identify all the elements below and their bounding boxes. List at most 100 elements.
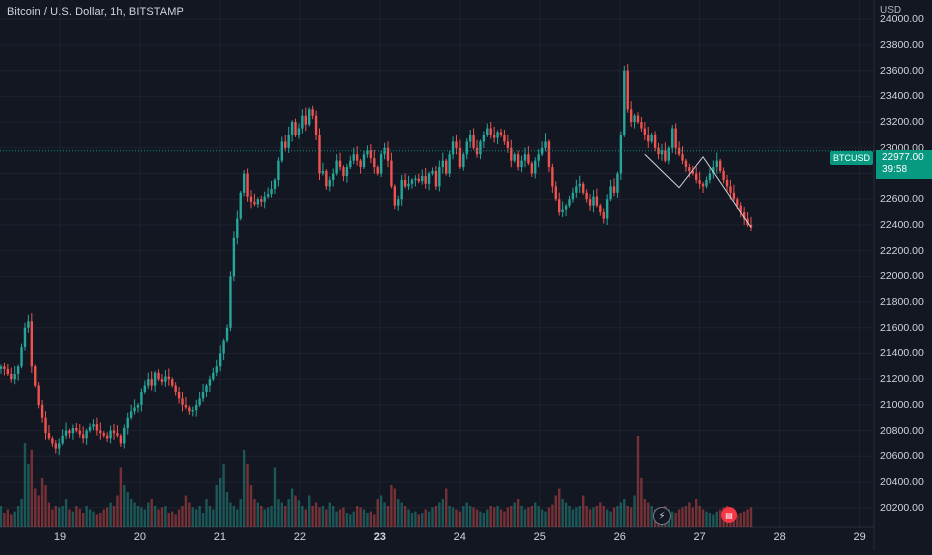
candle-body — [410, 179, 414, 184]
y-tick-label: 21200.00 — [880, 373, 924, 386]
volume-bar — [592, 507, 595, 527]
volume-bar — [486, 509, 489, 527]
candle-body — [725, 179, 729, 187]
candle-body — [379, 154, 383, 174]
candle-body — [311, 109, 314, 116]
candle-body — [671, 128, 674, 148]
candle-body — [232, 237, 236, 277]
volume-bar — [273, 467, 277, 527]
candle-body — [242, 173, 246, 193]
volume-bar — [246, 464, 249, 527]
candle-body — [445, 160, 448, 174]
candle-body — [218, 353, 222, 367]
candle-body — [695, 173, 698, 180]
volume-bar — [718, 509, 722, 527]
volume-bar — [270, 506, 273, 527]
volume-bar — [99, 513, 102, 527]
candle-body — [58, 443, 61, 449]
volume-bar — [294, 495, 297, 527]
volume-bar — [284, 506, 287, 527]
y-tick-label: 23600.00 — [880, 64, 924, 77]
candle-body — [328, 179, 331, 187]
candle-body — [547, 141, 551, 168]
candle-body — [369, 150, 373, 159]
candle-body — [167, 376, 171, 380]
candle-body — [400, 179, 403, 200]
candle-body — [386, 147, 390, 161]
candle-body — [431, 170, 434, 174]
candle-body — [623, 70, 626, 135]
volume-bar — [321, 506, 325, 527]
volume-bar — [547, 507, 551, 527]
volume-bar — [448, 506, 451, 527]
volume-bar — [280, 502, 284, 527]
candle-body — [554, 186, 557, 200]
candle-body — [588, 199, 592, 206]
volume-bar — [677, 509, 681, 527]
volume-bar — [263, 509, 266, 527]
volume-bar — [431, 507, 434, 527]
volume-bar — [424, 509, 427, 527]
candle-body — [78, 430, 81, 435]
volume-bar — [225, 492, 229, 527]
us-flag-icon[interactable]: ▤ — [721, 507, 737, 523]
candle-body — [68, 430, 71, 434]
candle-body — [177, 392, 181, 399]
volume-bar — [588, 509, 592, 527]
volume-bar — [229, 502, 232, 527]
candle-body — [578, 183, 581, 187]
volume-bar — [643, 499, 647, 527]
candle-body — [297, 128, 301, 135]
candle-body — [75, 428, 78, 431]
volume-bar — [527, 507, 530, 527]
y-tick-label: 20600.00 — [880, 450, 924, 463]
volume-bar — [328, 502, 331, 527]
candle-body — [34, 366, 37, 386]
candle-body — [417, 178, 421, 182]
candle-body — [643, 128, 647, 135]
candle-body — [390, 160, 393, 187]
volume-bar — [123, 485, 126, 527]
x-tick-label: 23 — [373, 531, 386, 543]
candle-body — [698, 179, 701, 184]
candle-body — [496, 132, 499, 138]
candle-body — [722, 170, 725, 180]
volume-bar — [445, 488, 448, 527]
volume-bar — [712, 514, 715, 527]
volume-bar — [3, 513, 6, 527]
candle-body — [523, 154, 527, 161]
bar-countdown: 39:58 — [882, 164, 908, 175]
volume-bar — [68, 509, 71, 527]
candle-body — [112, 430, 116, 434]
candle-body — [30, 321, 34, 367]
candle-body — [129, 411, 133, 418]
x-tick-label: 25 — [533, 531, 546, 543]
candle-body — [99, 430, 102, 434]
candle-body — [44, 417, 47, 434]
volume-layer — [0, 436, 753, 527]
volume-bar — [540, 509, 544, 527]
volume-bar — [496, 506, 499, 527]
volume-bar — [749, 507, 753, 527]
volume-bar — [147, 502, 150, 527]
volume-bar — [742, 511, 746, 527]
candle-body — [181, 398, 184, 405]
candle-body — [564, 205, 568, 210]
candle-body — [636, 115, 640, 123]
volume-bar — [287, 499, 290, 527]
candle-body — [133, 407, 136, 412]
volume-bar — [58, 507, 61, 527]
volume-bar — [345, 513, 349, 527]
candle-body — [153, 372, 157, 386]
candle-body — [616, 173, 619, 193]
candle-body — [195, 404, 198, 411]
candle-body — [54, 443, 57, 449]
volume-bar — [366, 513, 369, 527]
candle-body — [355, 154, 359, 161]
volume-bar — [171, 511, 174, 527]
lightning-icon[interactable]: ⚡ — [653, 507, 671, 525]
candle-body — [571, 192, 575, 200]
volume-bar — [126, 492, 129, 527]
